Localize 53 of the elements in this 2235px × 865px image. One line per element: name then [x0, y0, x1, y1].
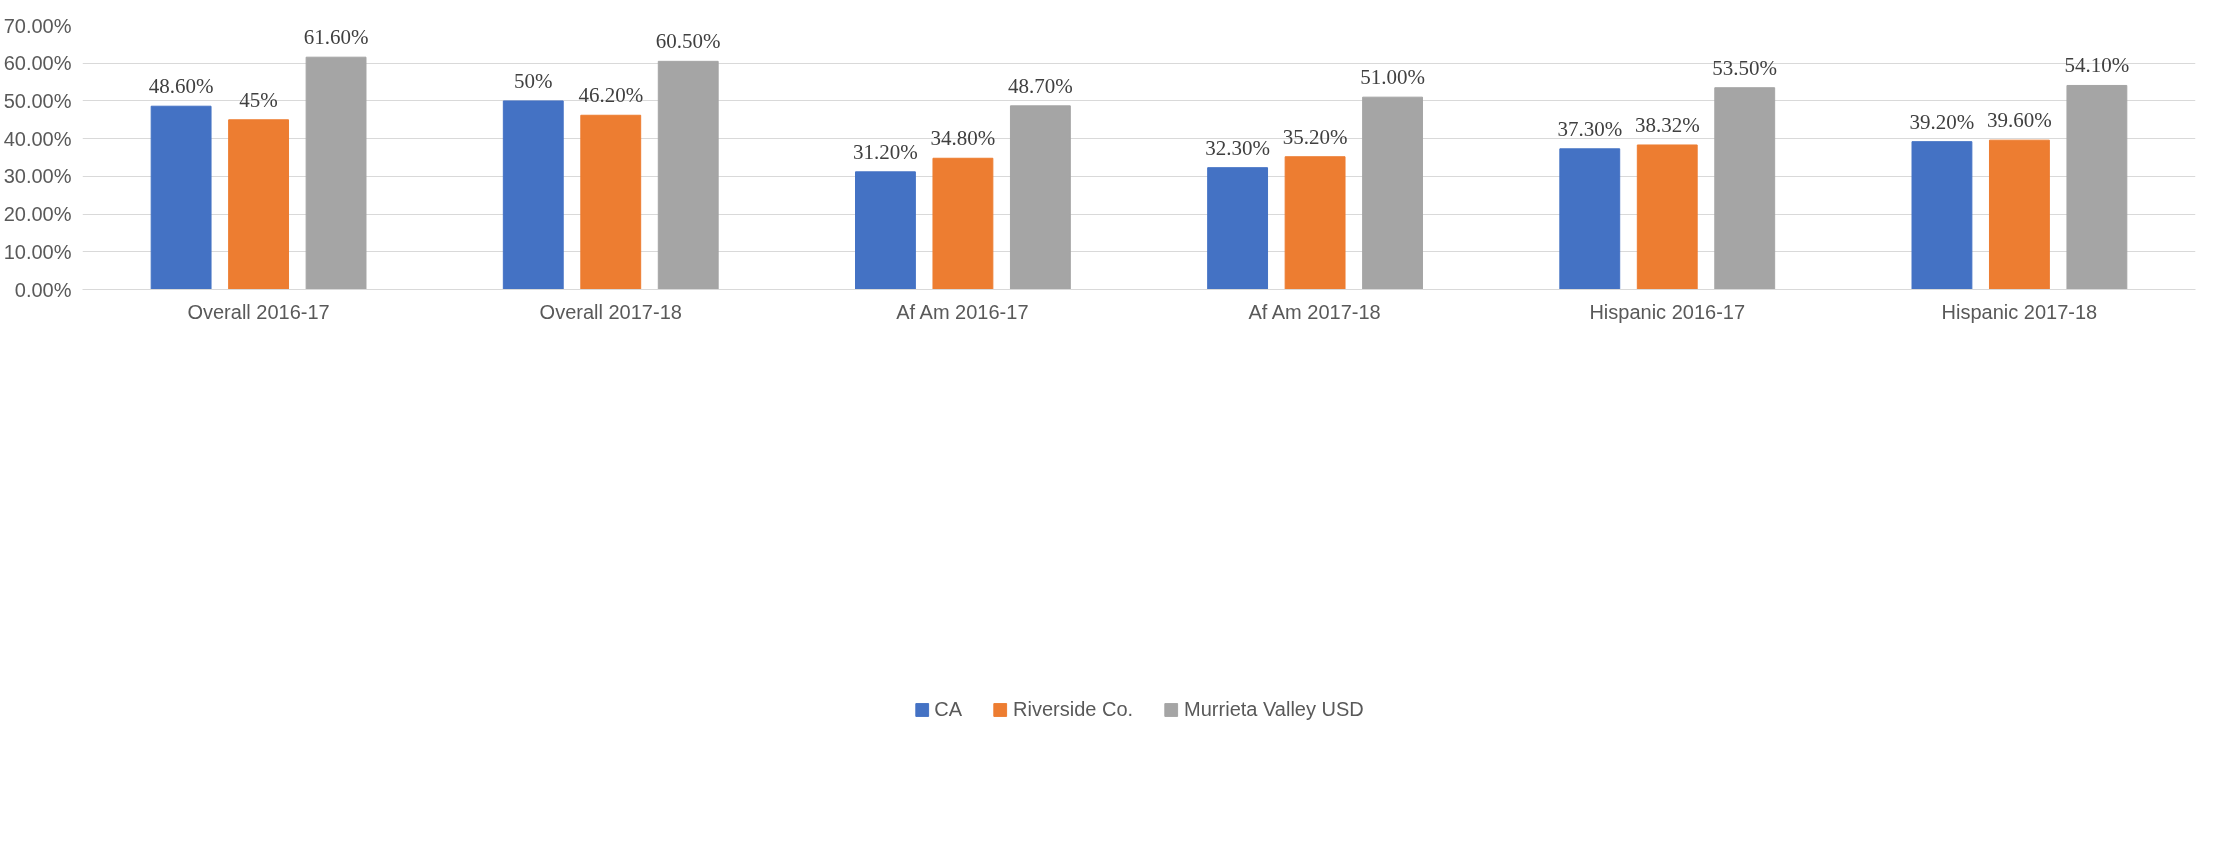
- bar: [855, 171, 916, 290]
- bar: [580, 114, 642, 290]
- bar: [1207, 167, 1269, 290]
- bar: [1284, 156, 1346, 290]
- y-tick-label: 0.00%: [14, 278, 72, 301]
- data-label: 38.32%: [1634, 112, 1700, 137]
- bar: [150, 105, 212, 290]
- y-tick-label: 20.00%: [3, 203, 72, 226]
- y-tick-label: 10.00%: [3, 240, 72, 263]
- bar: [1988, 139, 2050, 290]
- data-label: 37.30%: [1557, 116, 1623, 141]
- bar: [1362, 96, 1423, 290]
- x-tick-label: Af Am 2016-17: [896, 300, 1029, 323]
- data-label: 61.60%: [303, 25, 369, 50]
- bar: [1009, 105, 1071, 290]
- data-label: 31.20%: [853, 139, 918, 164]
- bar: [502, 100, 564, 290]
- y-tick-label: 40.00%: [3, 127, 72, 150]
- bar: [1636, 144, 1698, 290]
- legend-label: Murrieta Valley USD: [1184, 697, 1364, 721]
- data-label: 50%: [514, 68, 553, 93]
- data-label: 39.60%: [1987, 108, 2052, 133]
- y-tick-label: 60.00%: [3, 52, 72, 75]
- bar: [1714, 87, 1776, 290]
- legend-label: CA: [934, 697, 963, 721]
- bar: [1559, 148, 1621, 290]
- bar: [657, 60, 719, 290]
- data-label: 32.30%: [1205, 135, 1270, 160]
- bar: [305, 56, 367, 290]
- x-tick-label: Hispanic 2016-17: [1589, 300, 1746, 323]
- x-tick-label: Overall 2017-18: [539, 300, 682, 323]
- bar: [1911, 141, 1973, 290]
- x-tick-label: Overall 2016-17: [187, 300, 330, 323]
- data-label: 53.50%: [1712, 55, 1778, 80]
- bar: [2066, 84, 2128, 290]
- y-tick-label: 70.00%: [3, 14, 72, 37]
- data-label: 48.60%: [148, 74, 214, 99]
- y-tick-label: 30.00%: [3, 165, 72, 188]
- data-label: 35.20%: [1282, 124, 1348, 149]
- x-tick-label: Af Am 2017-18: [1248, 300, 1381, 323]
- data-label: 60.50%: [655, 29, 721, 54]
- data-label: 48.70%: [1008, 73, 1073, 98]
- x-tick-label: Hispanic 2017-18: [1941, 300, 2098, 323]
- data-label: 51.00%: [1360, 65, 1425, 90]
- y-tick-label: 50.00%: [3, 89, 72, 112]
- data-label: 34.80%: [930, 126, 996, 151]
- legend-label: Riverside Co.: [1013, 697, 1134, 721]
- data-label: 39.20%: [1909, 109, 1975, 134]
- data-label: 46.20%: [578, 83, 644, 108]
- data-label: 54.10%: [2064, 53, 2130, 78]
- data-label: 45%: [239, 87, 278, 112]
- bar: [932, 157, 994, 290]
- bar: [228, 119, 290, 290]
